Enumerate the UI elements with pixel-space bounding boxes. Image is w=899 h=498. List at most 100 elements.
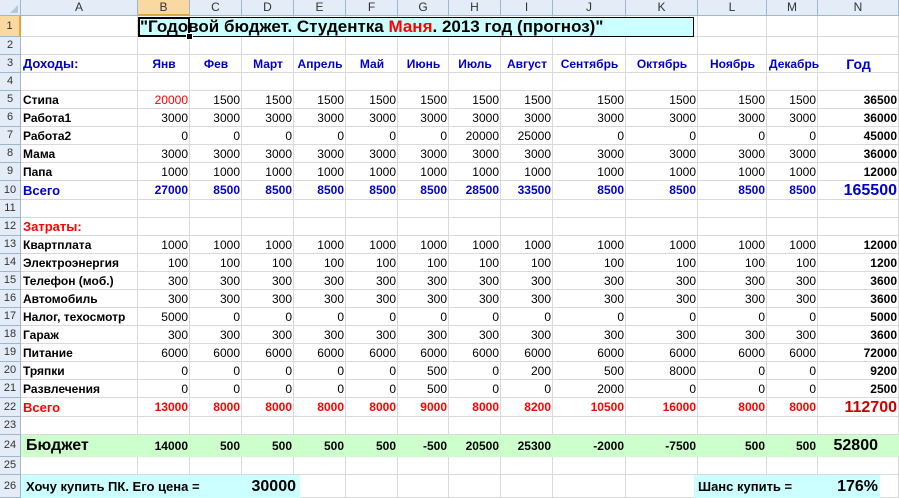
- column-header-N[interactable]: N: [818, 0, 899, 16]
- column-header-K[interactable]: K: [626, 0, 698, 16]
- row-header-3[interactable]: 3: [0, 55, 21, 73]
- year-total-cell[interactable]: 36000: [863, 111, 897, 125]
- year-total-cell[interactable]: 3600: [870, 292, 897, 306]
- value-cell[interactable]: 300: [744, 292, 765, 306]
- value-cell[interactable]: 1500: [265, 93, 292, 107]
- value-cell[interactable]: 1500: [738, 93, 765, 107]
- value-cell[interactable]: 6000: [738, 346, 765, 360]
- value-cell[interactable]: 300: [323, 292, 344, 306]
- value-cell[interactable]: 100: [323, 256, 344, 270]
- value-cell[interactable]: 300: [744, 328, 765, 342]
- value-cell[interactable]: 100: [219, 256, 240, 270]
- month-header[interactable]: Май: [359, 57, 385, 71]
- value-cell[interactable]: 6000: [213, 346, 240, 360]
- value-cell[interactable]: 1000: [317, 238, 344, 252]
- value-cell[interactable]: 3000: [789, 111, 816, 125]
- value-cell[interactable]: 0: [337, 310, 344, 324]
- value-cell[interactable]: 300: [478, 274, 499, 288]
- value-cell[interactable]: 6000: [597, 346, 624, 360]
- budget-cell[interactable]: 500: [744, 439, 765, 453]
- expense-total-cell[interactable]: 8000: [369, 400, 396, 414]
- value-cell[interactable]: 0: [544, 382, 551, 396]
- value-cell[interactable]: 300: [795, 328, 816, 342]
- year-total-cell[interactable]: 36500: [863, 93, 897, 107]
- column-header-M[interactable]: M: [767, 0, 818, 16]
- value-cell[interactable]: 20000: [465, 129, 499, 143]
- value-cell[interactable]: 300: [219, 328, 240, 342]
- value-cell[interactable]: 6000: [265, 346, 292, 360]
- value-cell[interactable]: 3000: [597, 147, 624, 161]
- value-cell[interactable]: 0: [389, 364, 396, 378]
- row-header-25[interactable]: 25: [0, 457, 21, 475]
- value-cell[interactable]: 0: [617, 129, 624, 143]
- fill-handle[interactable]: [186, 33, 193, 40]
- value-cell[interactable]: 0: [758, 129, 765, 143]
- expense-year-total[interactable]: 112700: [844, 399, 897, 416]
- value-cell[interactable]: 0: [809, 129, 816, 143]
- column-header-I[interactable]: I: [501, 0, 553, 16]
- value-cell[interactable]: 6000: [161, 346, 188, 360]
- month-header[interactable]: Декабрь: [769, 57, 820, 71]
- income-total-cell[interactable]: 28500: [465, 183, 499, 197]
- value-cell[interactable]: 0: [809, 364, 816, 378]
- value-cell[interactable]: 300: [603, 292, 624, 306]
- year-total-cell[interactable]: 72000: [863, 346, 897, 360]
- value-cell[interactable]: 3000: [738, 111, 765, 125]
- row-header-14[interactable]: 14: [0, 254, 21, 272]
- month-header[interactable]: Янв: [152, 57, 176, 71]
- row-label[interactable]: Тряпки: [23, 364, 65, 378]
- value-cell[interactable]: 1000: [669, 165, 696, 179]
- value-cell[interactable]: 300: [426, 292, 447, 306]
- value-cell[interactable]: 1000: [472, 238, 499, 252]
- value-cell[interactable]: 1000: [161, 165, 188, 179]
- row-header-11[interactable]: 11: [0, 200, 21, 218]
- income-total-label[interactable]: Всего: [23, 183, 61, 198]
- row-header-12[interactable]: 12: [0, 218, 21, 236]
- value-cell[interactable]: 20000: [154, 93, 188, 107]
- budget-cell[interactable]: 500: [795, 439, 816, 453]
- row-label[interactable]: Папа: [23, 165, 53, 179]
- budget-cell[interactable]: -7500: [665, 439, 696, 453]
- row-header-10[interactable]: 10: [0, 181, 21, 200]
- value-cell[interactable]: 1000: [472, 165, 499, 179]
- value-cell[interactable]: 0: [389, 129, 396, 143]
- pc-label[interactable]: Хочу купить ПК. Его цена =: [26, 479, 200, 494]
- value-cell[interactable]: 1500: [789, 93, 816, 107]
- value-cell[interactable]: 3000: [317, 147, 344, 161]
- row-label[interactable]: Квартплата: [23, 238, 92, 252]
- year-total-cell[interactable]: 9200: [870, 364, 897, 378]
- expense-total-label[interactable]: Всего: [23, 400, 61, 415]
- value-cell[interactable]: 3000: [213, 111, 240, 125]
- value-cell[interactable]: 1500: [669, 93, 696, 107]
- budget-cell[interactable]: 14000: [154, 439, 188, 453]
- value-cell[interactable]: 1500: [597, 93, 624, 107]
- row-header-23[interactable]: 23: [0, 417, 21, 435]
- expense-total-cell[interactable]: 8000: [317, 400, 344, 414]
- expense-header[interactable]: Затраты:: [23, 219, 82, 234]
- value-cell[interactable]: 300: [167, 292, 188, 306]
- row-label[interactable]: Стипа: [23, 93, 59, 107]
- value-cell[interactable]: 300: [219, 292, 240, 306]
- value-cell[interactable]: 1000: [597, 165, 624, 179]
- row-header-24[interactable]: 24: [0, 435, 21, 457]
- expense-total-cell[interactable]: 10500: [590, 400, 624, 414]
- month-header[interactable]: Июль: [458, 57, 492, 71]
- value-cell[interactable]: 300: [323, 328, 344, 342]
- value-cell[interactable]: 100: [478, 256, 499, 270]
- column-header-H[interactable]: H: [449, 0, 501, 16]
- value-cell[interactable]: 0: [544, 310, 551, 324]
- value-cell[interactable]: 6000: [472, 346, 499, 360]
- budget-label[interactable]: Бюджет: [26, 437, 89, 454]
- value-cell[interactable]: 6000: [789, 346, 816, 360]
- value-cell[interactable]: 0: [389, 310, 396, 324]
- row-header-17[interactable]: 17: [0, 308, 21, 326]
- value-cell[interactable]: 0: [285, 310, 292, 324]
- row-header-18[interactable]: 18: [0, 326, 21, 344]
- value-cell[interactable]: 3000: [420, 111, 447, 125]
- value-cell[interactable]: 3000: [213, 147, 240, 161]
- value-cell[interactable]: 300: [530, 328, 551, 342]
- value-cell[interactable]: 0: [758, 382, 765, 396]
- income-total-cell[interactable]: 8500: [265, 183, 292, 197]
- value-cell[interactable]: 25000: [517, 129, 551, 143]
- column-header-A[interactable]: A: [21, 0, 138, 16]
